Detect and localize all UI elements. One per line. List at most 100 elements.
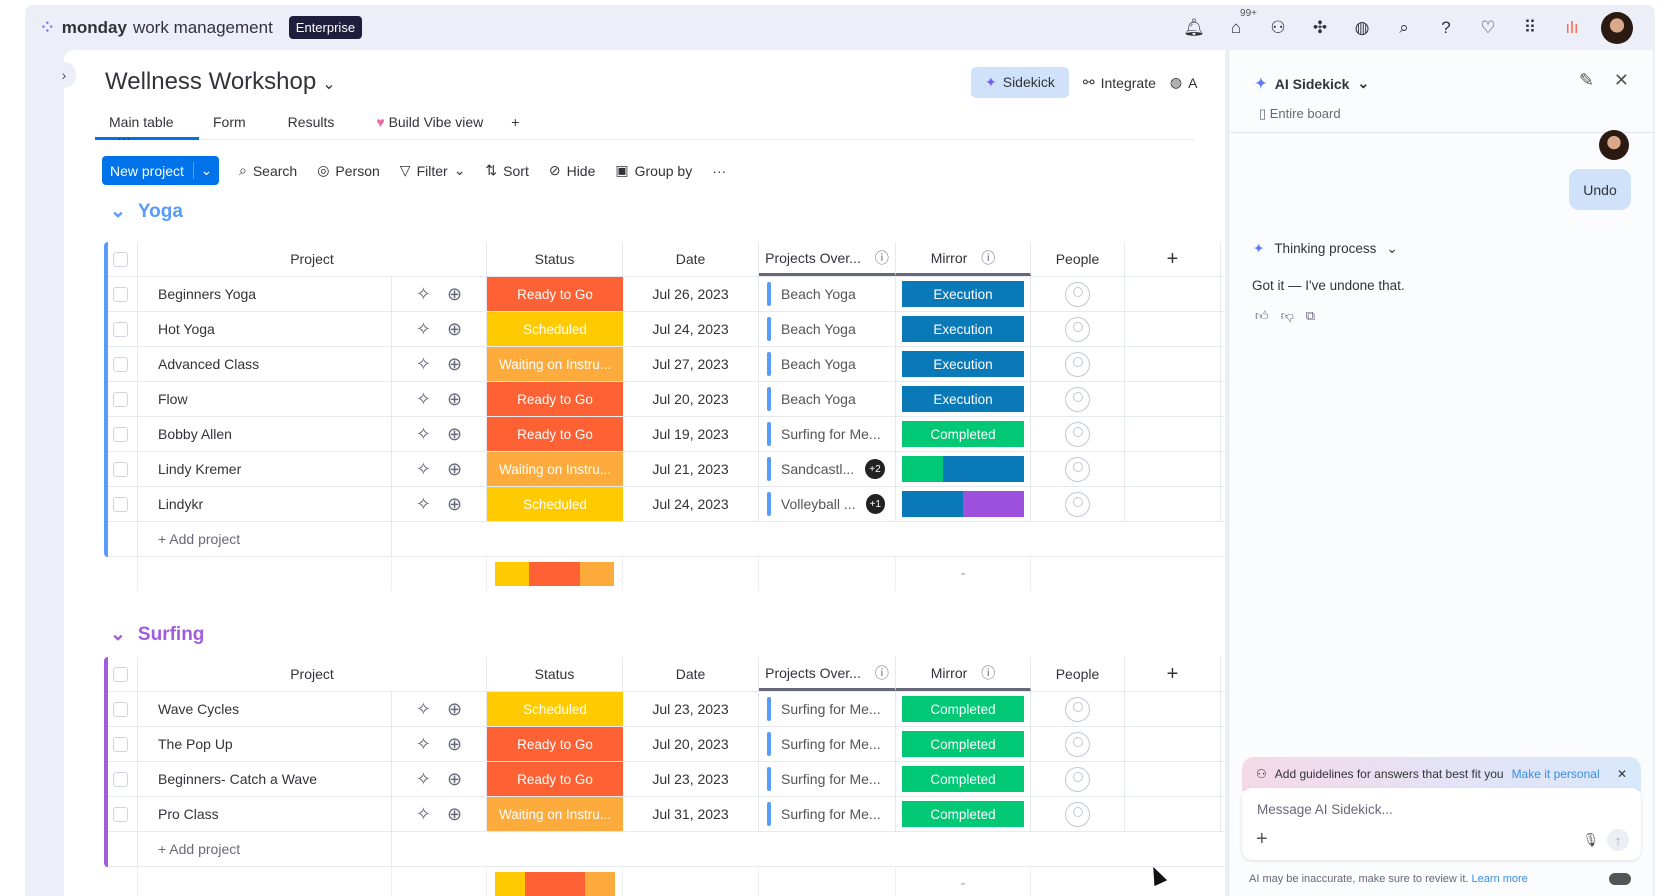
column-header-status[interactable]: Status (487, 242, 623, 276)
status-cell[interactable]: Ready to Go (487, 417, 623, 451)
chevron-down-icon[interactable]: ⌄ (110, 624, 126, 645)
ai-sparkle-icon[interactable]: ✧ (415, 698, 431, 719)
date-cell[interactable]: Jul 24, 2023 (623, 487, 759, 521)
heart-icon[interactable]: ♡ (1480, 18, 1496, 37)
table-row[interactable]: Hot Yoga ✧ ⊕ Scheduled Jul 24, 2023 Beach Yog… (104, 312, 1225, 347)
column-header-projects-over[interactable]: Projects Over... ⓘ (759, 242, 896, 276)
project-name-cell[interactable]: Pro Class (138, 797, 392, 831)
group-by-button[interactable]: ▣ Group by (615, 162, 692, 179)
row-checkbox[interactable] (113, 461, 128, 477)
status-distribution-bar[interactable] (494, 562, 615, 586)
date-cell[interactable]: Jul 23, 2023 (623, 692, 759, 726)
info-icon[interactable]: ⓘ (981, 249, 996, 266)
add-update-icon[interactable]: ⊕ (447, 768, 463, 789)
status-cell[interactable]: Ready to Go (487, 277, 623, 311)
add-update-icon[interactable]: ⊕ (447, 803, 463, 824)
column-header-people[interactable]: People (1031, 242, 1125, 276)
projects-overview-cell[interactable]: Beach Yoga (759, 312, 896, 346)
date-cell[interactable]: Jul 23, 2023 (623, 762, 759, 796)
table-row[interactable]: Lindy Kremer ✧ ⊕ Waiting on Instru... Jul 21… (104, 452, 1225, 487)
people-cell[interactable] (1031, 762, 1125, 796)
people-cell[interactable] (1031, 487, 1125, 521)
status-cell[interactable]: Ready to Go (487, 762, 623, 796)
date-cell[interactable]: Jul 21, 2023 (623, 452, 759, 486)
projects-overview-cell[interactable]: Sandcastl... +2 (759, 452, 896, 486)
select-all-checkbox[interactable] (113, 251, 128, 267)
apps-icon[interactable]: ✣ (1312, 18, 1328, 37)
more-options-button[interactable]: ··· (712, 162, 727, 179)
ai-sparkle-icon[interactable]: ✧ (415, 318, 431, 339)
info-icon[interactable]: ⓘ (874, 664, 889, 681)
table-row[interactable]: Beginners- Catch a Wave ✧ ⊕ Ready to Go Jul … (104, 762, 1225, 797)
robot-icon[interactable]: ◍ (1354, 18, 1370, 37)
person-filter-button[interactable]: ◎ Person (317, 162, 380, 179)
tab-form[interactable]: Form (213, 114, 246, 130)
project-name-cell[interactable]: Hot Yoga (138, 312, 392, 346)
row-checkbox[interactable] (113, 356, 128, 372)
add-update-icon[interactable]: ⊕ (447, 698, 463, 719)
make-it-personal-link[interactable]: Make it personal (1511, 767, 1600, 781)
date-cell[interactable]: Jul 26, 2023 (623, 277, 759, 311)
project-name-cell[interactable]: Beginners Yoga (138, 277, 392, 311)
search-icon[interactable]: ⌕ (1399, 18, 1409, 37)
add-update-icon[interactable]: ⊕ (447, 733, 463, 754)
add-project-input[interactable]: + Add project (138, 832, 392, 866)
table-row[interactable]: Lindykr ✧ ⊕ Scheduled Jul 24, 2023 Volleyball… (104, 487, 1225, 522)
sidekick-header[interactable]: ✦ AI Sidekick ⌄ (1255, 75, 1369, 92)
projects-overview-cell[interactable]: Surfing for Me... (759, 762, 896, 796)
tab-results[interactable]: Results (287, 114, 335, 130)
column-header-date[interactable]: Date (623, 242, 759, 276)
people-cell[interactable] (1031, 727, 1125, 761)
column-header-date[interactable]: Date (623, 657, 759, 691)
date-cell[interactable]: Jul 19, 2023 (623, 417, 759, 451)
status-cell[interactable]: Ready to Go (487, 382, 623, 416)
row-checkbox[interactable] (113, 391, 128, 407)
monday-apps-icon[interactable]: ılı (1565, 18, 1579, 37)
ai-sparkle-icon[interactable]: ✧ (415, 283, 431, 304)
project-name-cell[interactable]: Bobby Allen (138, 417, 392, 451)
ai-sparkle-icon[interactable]: ✧ (415, 768, 431, 789)
project-name-cell[interactable]: Lindy Kremer (138, 452, 392, 486)
project-name-cell[interactable]: Advanced Class (138, 347, 392, 381)
message-input[interactable]: Message AI Sidekick... + 🎙︎ ↑ (1242, 788, 1641, 860)
project-name-cell[interactable]: Wave Cycles (138, 692, 392, 726)
chevron-down-icon[interactable]: ⌄ (110, 201, 126, 222)
close-icon[interactable]: ✕ (1616, 767, 1627, 781)
project-name-cell[interactable]: Beginners- Catch a Wave (138, 762, 392, 796)
group-header-yoga[interactable]: ⌄ Yoga (110, 200, 183, 223)
add-update-icon[interactable]: ⊕ (447, 318, 463, 339)
ai-sparkle-icon[interactable]: ✧ (415, 353, 431, 374)
date-cell[interactable]: Jul 24, 2023 (623, 312, 759, 346)
hide-button[interactable]: ⊘ Hide (549, 162, 596, 179)
add-column-button[interactable]: + (1125, 242, 1221, 276)
date-cell[interactable]: Jul 20, 2023 (623, 382, 759, 416)
column-header-projects-over[interactable]: Projects Over... ⓘ (759, 657, 896, 691)
info-icon[interactable]: ⓘ (981, 664, 996, 681)
project-name-cell[interactable]: Flow (138, 382, 392, 416)
thumbs-up-icon[interactable]: 👍︎ (1255, 308, 1269, 323)
row-checkbox[interactable] (113, 736, 128, 752)
column-header-mirror[interactable]: Mirror ⓘ (896, 657, 1031, 691)
new-project-button[interactable]: New project ⌄ (102, 156, 219, 185)
people-cell[interactable] (1031, 417, 1125, 451)
send-arrow-icon[interactable]: ↑ (1607, 829, 1629, 851)
projects-overview-cell[interactable]: Surfing for Me... (759, 692, 896, 726)
ai-sparkle-icon[interactable]: ✧ (415, 803, 431, 824)
table-row[interactable]: The Pop Up ✧ ⊕ Ready to Go Jul 20, 2023 Surfi… (104, 727, 1225, 762)
status-cell[interactable]: Ready to Go (487, 727, 623, 761)
user-avatar[interactable] (1601, 12, 1633, 44)
people-cell[interactable] (1031, 692, 1125, 726)
people-cell[interactable] (1031, 277, 1125, 311)
row-checkbox[interactable] (113, 771, 128, 787)
status-cell[interactable]: Scheduled (487, 487, 623, 521)
more-icon[interactable]: ··· (117, 130, 131, 146)
add-update-icon[interactable]: ⊕ (447, 493, 463, 514)
project-name-cell[interactable]: Lindykr (138, 487, 392, 521)
board-title[interactable]: Wellness Workshop ⌄ (105, 68, 336, 96)
copy-icon[interactable]: ⧉ (1305, 308, 1316, 323)
row-checkbox[interactable] (113, 496, 128, 512)
date-cell[interactable]: Jul 20, 2023 (623, 727, 759, 761)
column-header-mirror[interactable]: Mirror ⓘ (896, 242, 1031, 276)
column-header-project[interactable]: Project (138, 657, 487, 691)
microphone-icon[interactable]: 🎙︎ (1582, 832, 1599, 847)
